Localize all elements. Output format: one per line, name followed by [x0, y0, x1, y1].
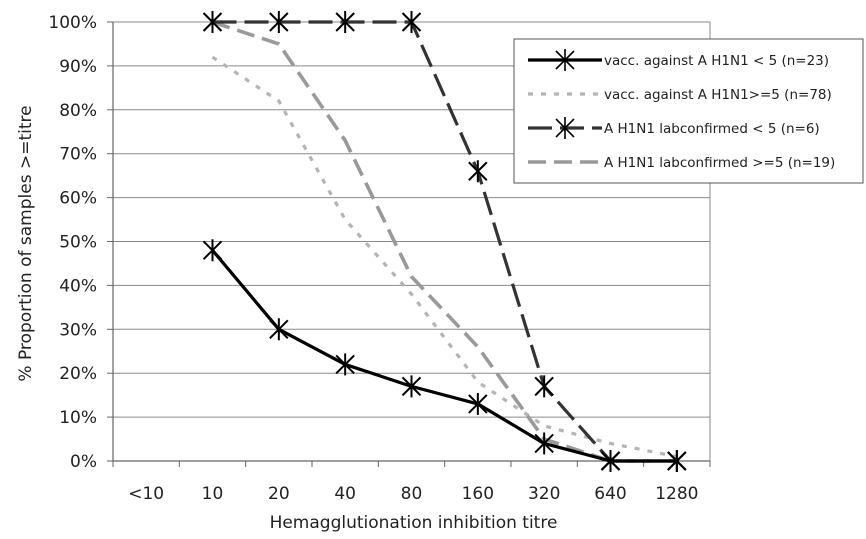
y-tick-labels: 0% 10% 20% 30% 40% 50% 60% 70% 80% 90% 100% — [48, 13, 97, 472]
x-tick-labels: <10 10 20 40 80 160 320 640 1280 — [128, 484, 698, 504]
legend-label: A H1N1 labconfirmed < 5 (n=6) — [604, 121, 820, 137]
legend-label: vacc. against A H1N1 < 5 (n=23) — [604, 53, 829, 69]
data-point-marker — [269, 318, 289, 341]
data-point-marker — [335, 353, 355, 376]
data-point-marker — [667, 450, 687, 472]
series-line — [211, 249, 677, 463]
x-tick-label: 20 — [268, 484, 290, 504]
x-tick-label: 40 — [334, 484, 356, 504]
y-axis-label: % Proportion of samples >=titre — [16, 105, 36, 381]
legend-box — [513, 38, 864, 184]
y-tick-label: 10% — [59, 408, 97, 428]
data-point-marker — [534, 375, 554, 398]
y-tick-label: 100% — [48, 13, 97, 33]
data-point-marker — [600, 450, 621, 472]
x-axis-label: Hemagglutionation inhibition titre — [270, 513, 558, 533]
data-point-marker — [335, 11, 355, 33]
y-tick-label: 80% — [59, 101, 97, 121]
data-point-marker — [401, 375, 422, 398]
legend-marker — [555, 49, 575, 71]
data-point-marker — [202, 239, 223, 262]
x-tick-label: 320 — [528, 484, 560, 504]
series-lines — [202, 11, 687, 472]
legend-marker — [555, 117, 575, 139]
y-tick-label: 40% — [59, 276, 97, 296]
x-tick-label: 10 — [202, 484, 224, 504]
y-tick-label: 60% — [59, 189, 97, 209]
data-point-marker — [401, 11, 422, 33]
legend-item: A H1N1 labconfirmed >=5 (n=19) — [528, 155, 835, 171]
series-2 — [211, 55, 678, 459]
y-tick-label: 50% — [59, 233, 97, 253]
y-tick-label: 20% — [59, 364, 97, 384]
series-1 — [202, 239, 687, 472]
series-line — [211, 55, 678, 459]
legend-label: vacc. against A H1N1>=5 (n=78) — [604, 87, 832, 103]
data-point-marker — [202, 11, 223, 33]
x-tick-label: 160 — [462, 484, 494, 504]
y-tick-label: 0% — [70, 452, 97, 472]
data-point-marker — [468, 392, 488, 415]
data-point-marker — [534, 432, 554, 455]
legend-item: vacc. against A H1N1 < 5 (n=23) — [528, 49, 829, 71]
x-tick-label: 640 — [594, 484, 626, 504]
legend-label: A H1N1 labconfirmed >=5 (n=19) — [604, 155, 835, 171]
y-tick-label: 90% — [59, 57, 97, 77]
x-tick-label: 1280 — [655, 484, 698, 504]
x-tick-label: <10 — [128, 484, 164, 504]
y-tick-label: 30% — [59, 320, 97, 340]
data-point-marker — [269, 11, 289, 33]
data-point-marker — [468, 160, 488, 183]
y-tick-label: 70% — [59, 145, 97, 165]
legend: vacc. against A H1N1 < 5 (n=23) vacc. aga… — [513, 38, 864, 184]
legend-item: vacc. against A H1N1>=5 (n=78) — [528, 87, 832, 103]
x-tick-label: 80 — [401, 484, 423, 504]
legend-item: A H1N1 labconfirmed < 5 (n=6) — [528, 117, 820, 139]
series-line — [212, 20, 677, 463]
